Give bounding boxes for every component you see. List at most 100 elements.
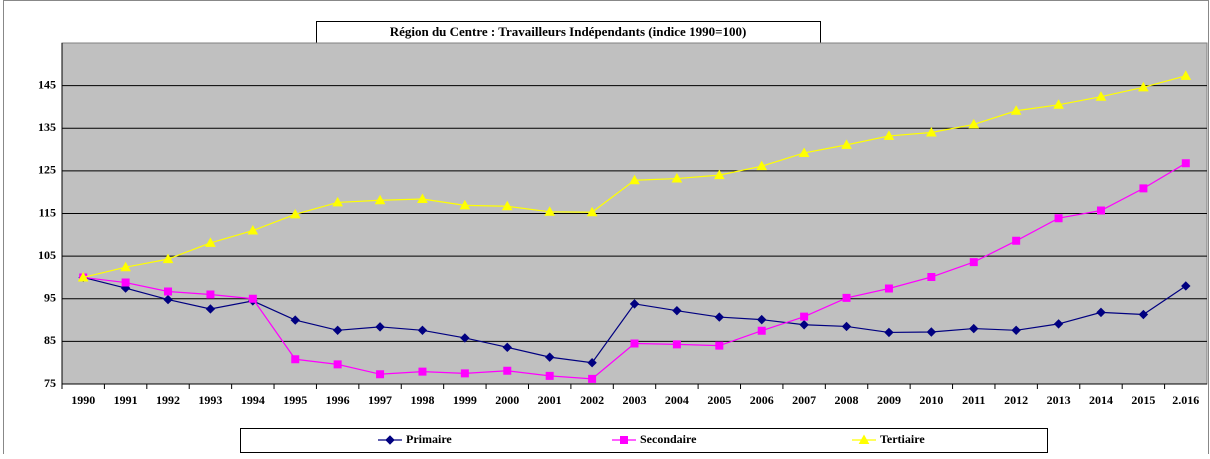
marker — [969, 258, 978, 267]
y-tick-label: 135 — [38, 120, 56, 134]
x-tick-label: 2001 — [538, 393, 562, 407]
marker — [884, 327, 894, 338]
marker — [620, 436, 628, 444]
marker — [385, 435, 395, 445]
marker — [290, 315, 300, 325]
marker — [120, 261, 131, 272]
x-tick-label: 2.016 — [1172, 393, 1199, 407]
x-tick-label: 2005 — [707, 393, 731, 407]
chart-title: Région du Centre : Travailleurs Indépend… — [390, 24, 747, 39]
x-tick-label: 2014 — [1089, 393, 1113, 407]
x-tick-label: 2013 — [1047, 393, 1071, 407]
marker — [1096, 307, 1106, 318]
x-tick-label: 2006 — [750, 393, 774, 407]
marker — [841, 139, 852, 149]
marker — [1180, 70, 1192, 80]
y-tick-label: 85 — [44, 333, 56, 347]
marker — [757, 326, 766, 335]
marker — [121, 278, 130, 287]
marker — [291, 355, 300, 364]
x-tick-label: 2012 — [1004, 393, 1028, 407]
marker — [544, 206, 556, 216]
marker — [206, 290, 215, 299]
marker — [1011, 325, 1021, 335]
marker — [247, 225, 259, 235]
x-tick-label: 2003 — [623, 393, 647, 407]
marker — [586, 206, 598, 217]
marker — [1138, 309, 1149, 320]
marker — [418, 367, 427, 376]
x-tick-label: 1995 — [283, 393, 307, 407]
marker — [459, 199, 471, 210]
marker — [858, 434, 870, 444]
marker — [1010, 105, 1022, 115]
marker — [376, 370, 385, 379]
marker — [1053, 319, 1064, 329]
marker — [927, 273, 936, 282]
marker — [164, 287, 173, 296]
x-tick-label: 2004 — [665, 393, 689, 407]
marker — [545, 371, 554, 380]
marker — [417, 325, 428, 335]
marker — [1139, 184, 1148, 193]
x-tick-label: 1990 — [71, 393, 95, 407]
marker — [968, 118, 980, 129]
legend-label: Secondaire — [640, 432, 697, 446]
marker — [332, 325, 343, 335]
marker — [332, 196, 344, 207]
marker — [460, 333, 470, 343]
marker — [842, 293, 851, 302]
marker — [374, 194, 386, 205]
marker — [1181, 281, 1191, 291]
x-tick-label: 2002 — [580, 393, 604, 407]
marker — [1012, 236, 1021, 245]
y-tick-label: 75 — [44, 376, 56, 390]
x-tick-label: 1997 — [368, 393, 392, 407]
y-tick-label: 145 — [38, 77, 56, 91]
marker — [757, 314, 767, 325]
x-tick-label: 1996 — [326, 393, 350, 407]
marker — [841, 321, 852, 332]
marker — [587, 357, 597, 368]
marker — [1053, 99, 1064, 109]
marker — [884, 284, 893, 293]
marker — [205, 237, 216, 247]
marker — [1054, 214, 1063, 223]
x-tick-label: 2000 — [495, 393, 519, 407]
x-tick-label: 1999 — [453, 393, 477, 407]
marker — [375, 322, 385, 332]
marker — [715, 341, 724, 350]
marker — [289, 208, 301, 219]
marker — [503, 366, 512, 375]
marker — [671, 173, 683, 183]
x-tick-label: 2009 — [877, 393, 901, 407]
marker — [501, 200, 513, 211]
marker — [925, 126, 937, 137]
marker — [417, 193, 428, 204]
marker — [969, 323, 979, 334]
marker — [799, 320, 809, 330]
x-tick-label: 2010 — [919, 393, 943, 407]
x-tick-label: 2008 — [835, 393, 859, 407]
marker — [756, 160, 768, 171]
y-tick-label: 95 — [44, 291, 56, 305]
marker — [544, 352, 555, 362]
marker — [672, 305, 682, 316]
marker — [77, 271, 89, 282]
x-tick-label: 2015 — [1131, 393, 1155, 407]
marker — [714, 312, 725, 322]
y-tick-label: 125 — [38, 163, 56, 177]
marker — [672, 340, 681, 349]
marker — [926, 327, 937, 337]
marker — [629, 299, 640, 309]
x-tick-label: 2007 — [792, 393, 816, 407]
marker — [460, 369, 469, 378]
marker — [1096, 206, 1105, 215]
marker — [502, 342, 512, 353]
y-tick-label: 115 — [39, 205, 56, 219]
y-tick-label: 105 — [38, 248, 56, 262]
marker — [630, 339, 639, 348]
marker — [1138, 81, 1149, 92]
x-tick-label: 1994 — [241, 393, 265, 407]
